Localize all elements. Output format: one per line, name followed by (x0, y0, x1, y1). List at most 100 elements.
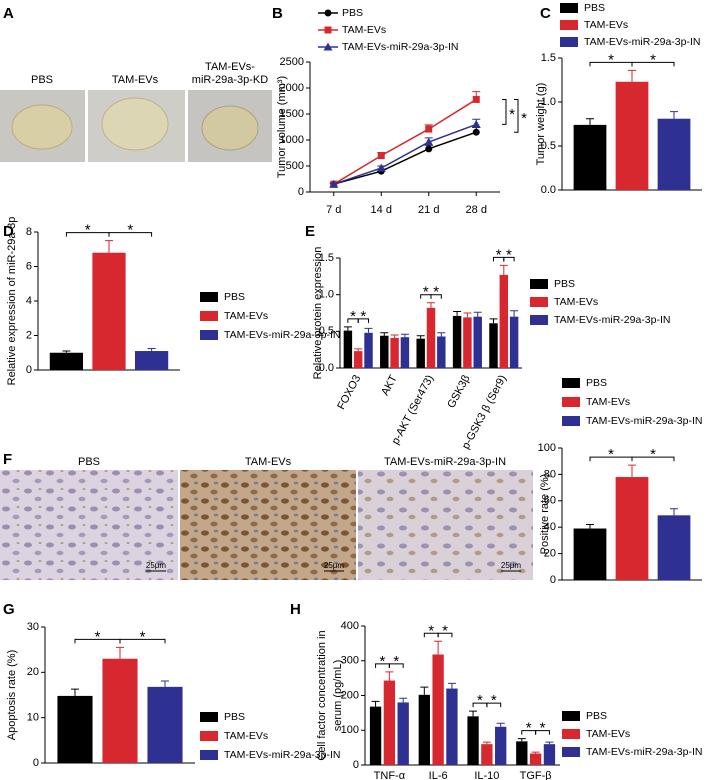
y-tick-label: 8 (26, 226, 32, 238)
legend-swatch (530, 279, 548, 289)
significance-label: * (127, 222, 133, 239)
bar (92, 252, 126, 370)
legend-swatch (200, 311, 218, 321)
chart: B 0 500 1000 1500 2000 2500 Tumor volume (mm³) 7… (272, 5, 527, 216)
bar (452, 315, 462, 368)
point (472, 95, 480, 103)
y-axis-label: Apoptosis rate (%) (6, 650, 18, 740)
legend-label: TAM-EVs (554, 296, 598, 308)
significance-label: * (85, 222, 91, 239)
bar (364, 332, 373, 368)
legend-swatch (560, 3, 578, 13)
y-tick-label: 0.0 (319, 362, 334, 374)
significance-bracket (357, 318, 370, 323)
x-tick-label: GSK3β (445, 373, 472, 410)
legend-swatch (200, 292, 218, 302)
y-axis-label: serum (pg/mL) (332, 660, 344, 732)
bar (397, 702, 409, 765)
x-tick-label: IL-6 (429, 770, 448, 780)
legend-label: TAM-EVs-miR-29a-3p-IN (586, 415, 702, 427)
x-tick-label: 28 d (466, 204, 487, 216)
legend-swatch (530, 315, 548, 325)
error-bar (434, 640, 443, 655)
y-axis-label: Relative expression of miR-29a-3p (6, 217, 18, 386)
significance-label: * (140, 628, 146, 645)
bar (516, 741, 528, 765)
y-tick-label: 6 (26, 260, 32, 272)
y-axis-label: Tumor volume (mm³) (276, 76, 288, 178)
y-tick-label: 30 (27, 621, 39, 633)
significance-label: * (442, 622, 448, 639)
significance-label: * (393, 653, 399, 670)
legend-label: PBS (224, 711, 245, 723)
bar (446, 688, 458, 765)
error-bar (628, 464, 636, 478)
legend-label: TAM-EVs (586, 396, 630, 408)
y-tick-label: 0.5 (541, 140, 556, 152)
line (333, 123, 477, 185)
significance-label: * (428, 622, 434, 639)
error-bar (364, 327, 373, 333)
bar (481, 744, 493, 765)
y-tick-label: 2 (26, 329, 32, 341)
error-bar (469, 710, 478, 717)
y-tick-label: 1500 (280, 108, 304, 120)
legend-label: PBS (224, 291, 245, 303)
bar (147, 686, 183, 763)
legend-label: TAM-EVs (342, 24, 386, 36)
significance-bracket (437, 632, 453, 638)
bar (416, 338, 425, 368)
error-bar (463, 312, 472, 318)
error-bar (473, 311, 482, 317)
bar (543, 744, 556, 765)
error-bar (517, 738, 526, 742)
bar (473, 316, 482, 368)
photo-label: TAM-EVs (245, 456, 292, 468)
significance-label: * (650, 446, 656, 463)
legend-swatch (200, 712, 218, 722)
bar (495, 726, 507, 765)
error-bar (400, 333, 409, 338)
legend-label: TAM-EVs-miR-29a-3p-IN (224, 329, 340, 341)
error-bar (531, 751, 540, 754)
panel-f-photos (0, 470, 533, 580)
x-tick-label: 7 d (326, 204, 341, 216)
bar (426, 307, 436, 368)
error-bar (670, 111, 678, 119)
significance-label: * (608, 446, 614, 463)
significance-label: * (526, 720, 532, 737)
bar (573, 528, 607, 580)
y-tick-label: 60 (544, 495, 556, 507)
bar (657, 515, 691, 580)
y-tick-label: 1.0 (541, 96, 556, 108)
point (425, 145, 433, 153)
y-tick-label: 20 (544, 548, 556, 560)
bar (573, 124, 607, 190)
scale-bar-label: 25μm (324, 561, 345, 570)
bar (102, 658, 138, 763)
error-bar (628, 69, 636, 82)
photo (0, 470, 178, 580)
scale-bar-label: 25μm (501, 561, 522, 570)
scale-bar-label: 25μm (146, 561, 167, 570)
y-tick-label: 1.0 (319, 289, 334, 301)
legend-label: TAM-EVs-miR-29a-3p-IN (586, 746, 702, 758)
bar (353, 351, 363, 368)
legend-label: PBS (586, 710, 607, 722)
legend-label: TAM-EVs (224, 310, 268, 322)
error-bar (161, 680, 169, 687)
bar (615, 477, 649, 580)
tumor (11, 104, 73, 150)
panel-letter: D (3, 223, 14, 240)
significance-label: * (350, 308, 356, 325)
chart: G 0 10 20 30 Apoptosis rate (%) * * PBS TAM-EVs TA… (3, 601, 340, 769)
x-tick-label: FOXO3 (335, 373, 363, 412)
photo-label: PBS (78, 456, 100, 468)
x-tick-label: 14 d (371, 204, 392, 216)
legend-swatch (562, 729, 580, 739)
y-tick-label: 0 (33, 757, 39, 769)
y-tick-label: 0.5 (319, 325, 334, 337)
legend-swatch (200, 731, 218, 741)
point (329, 179, 339, 188)
